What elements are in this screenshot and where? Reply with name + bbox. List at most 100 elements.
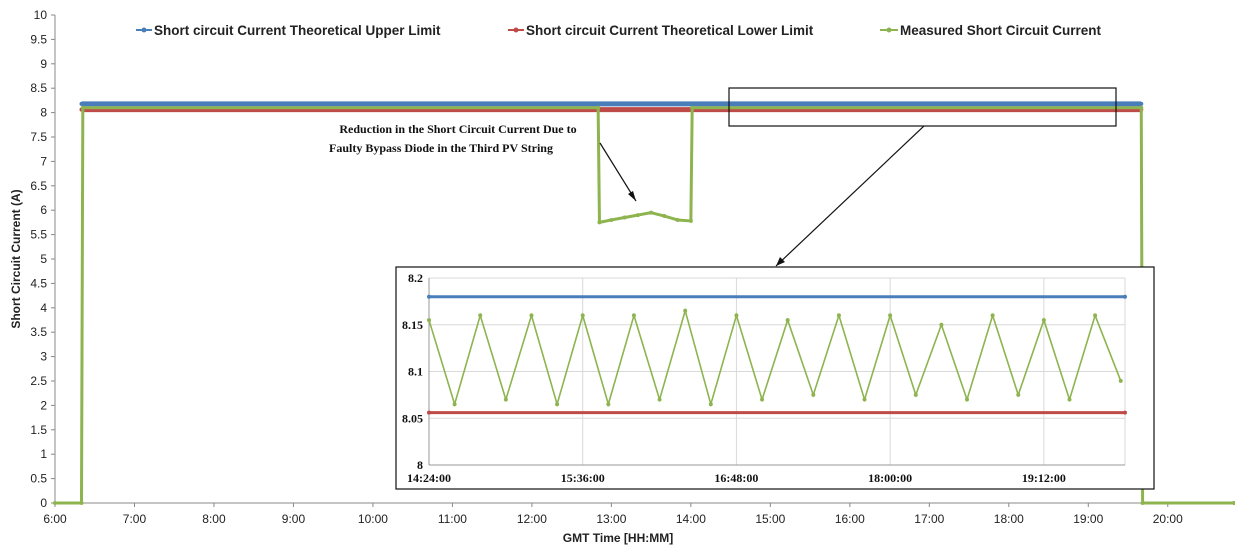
main-y-tick-label: 9.5 <box>30 32 47 46</box>
legend-marker-measured <box>886 27 892 33</box>
inset-x-tick-label: 15:36:00 <box>561 471 605 485</box>
main-x-tick-label: 10:00 <box>358 512 388 526</box>
inset-data-point-measured <box>452 402 457 407</box>
legend-item-lower: Short circuit Current Theoretical Lower … <box>508 23 814 38</box>
main-x-tick-label: 12:00 <box>517 512 547 526</box>
main-y-tick-label: 6.5 <box>30 179 47 193</box>
inset-data-point-measured <box>990 313 995 318</box>
main-x-tick-label: 18:00 <box>994 512 1024 526</box>
main-x-tick-label: 16:00 <box>835 512 865 526</box>
inset-data-point-measured <box>836 313 841 318</box>
data-point-upper <box>1139 101 1144 106</box>
main-y-tick-label: 4.5 <box>30 276 47 290</box>
data-point-measured <box>690 105 695 110</box>
data-point-upper <box>79 101 84 106</box>
inset-data-point-measured <box>811 392 816 397</box>
inset-data-point-measured <box>1093 313 1098 318</box>
main-y-tick-label: 7 <box>40 154 47 168</box>
data-point-measured <box>53 501 57 505</box>
main-y-tick-label: 9 <box>40 57 47 71</box>
zoom-connector-arrow <box>775 125 925 267</box>
main-y-tick-label: 2.5 <box>30 374 47 388</box>
inset-chart: 8 8.05 8.1 8.15 8.2 14:24:00 15:36:00 16:48:00… <box>395 266 1155 490</box>
main-plot-area <box>53 101 1235 505</box>
data-point-measured <box>675 217 680 222</box>
inset-data-point-measured <box>657 397 662 402</box>
main-x-tick-label: 19:00 <box>1073 512 1103 526</box>
main-y-tick-label: 0.5 <box>30 472 47 486</box>
inset-data-point-measured <box>888 313 893 318</box>
inset-data-point-measured <box>734 313 739 318</box>
data-point-measured <box>79 501 84 505</box>
main-y-tick-label: 3.5 <box>30 325 47 339</box>
inset-data-point-measured <box>965 397 970 402</box>
main-x-tick-label: 11:00 <box>438 512 467 526</box>
inset-x-tick-label: 14:24:00 <box>407 471 451 485</box>
main-y-tick-label: 1.5 <box>30 423 47 437</box>
data-point-measured <box>609 217 614 222</box>
annotation-arrow-head <box>628 191 636 201</box>
inset-data-point-measured <box>529 313 534 318</box>
legend-label-upper: Short circuit Current Theoretical Upper … <box>154 23 441 38</box>
inset-x-tick-label: 16:48:00 <box>714 471 758 485</box>
inset-y-tick-label: 8.05 <box>402 411 423 425</box>
inset-data-point-measured <box>1041 318 1046 323</box>
data-point-measured <box>1139 105 1144 110</box>
inset-data-point-upper <box>427 294 431 299</box>
data-point-measured <box>1232 501 1235 505</box>
main-x-tick-label: 17:00 <box>914 512 944 526</box>
inset-data-point-measured <box>785 318 790 323</box>
zoom-connector-arrow-head <box>776 257 785 266</box>
data-point-measured <box>688 218 693 223</box>
data-point-measured <box>622 215 627 220</box>
data-point-measured <box>1140 501 1145 505</box>
legend-marker-upper <box>141 27 147 33</box>
main-x-tick-label: 9:00 <box>282 512 306 526</box>
main-x-ticks: 6:00 7:00 8:00 9:00 10:00 11:00 12:00 13:00 14:0… <box>43 503 1183 526</box>
main-y-tick-label: 2 <box>40 398 47 412</box>
main-y-tick-label: 8.5 <box>30 81 47 95</box>
main-y-tick-label: 7.5 <box>30 130 47 144</box>
series-line-measured <box>55 106 1234 505</box>
inset-data-point-measured <box>1118 378 1123 383</box>
inset-data-point-measured <box>760 397 765 402</box>
inset-data-point-measured <box>939 322 944 327</box>
main-y-tick-label: 4 <box>40 301 47 315</box>
inset-data-point-lower <box>427 410 431 415</box>
data-point-measured <box>596 105 601 110</box>
main-y-tick-label: 5 <box>40 252 47 266</box>
legend: Short circuit Current Theoretical Upper … <box>136 23 1102 38</box>
inset-data-point-measured <box>427 318 431 323</box>
data-point-measured <box>649 210 654 215</box>
main-y-tick-label: 8 <box>40 106 47 120</box>
inset-series-line-measured <box>428 307 1122 408</box>
main-y-tick-label: 5.5 <box>30 228 47 242</box>
annotation-line-1: Reduction in the Short Circuit Current D… <box>339 122 576 136</box>
main-y-tick-label: 10 <box>34 8 48 22</box>
inset-y-ticks: 8 8.05 8.1 8.15 8.2 <box>402 271 423 472</box>
inset-data-point-measured <box>683 308 688 313</box>
inset-x-tick-label: 18:00:00 <box>868 471 912 485</box>
data-point-measured <box>662 214 667 219</box>
inset-y-tick-label: 8.1 <box>408 365 423 379</box>
main-x-tick-label: 14:00 <box>676 512 706 526</box>
main-x-tick-label: 7:00 <box>123 512 147 526</box>
legend-label-lower: Short circuit Current Theoretical Lower … <box>526 23 814 38</box>
main-y-ticks: 0 0.5 1 1.5 2 2.5 3 3.5 4 4.5 5 5.5 6 6.5 7 7.5 8 8.5 9 9.5… <box>30 8 55 510</box>
main-y-tick-label: 6 <box>40 203 47 217</box>
inset-data-point-measured <box>913 392 918 397</box>
fault-annotation: Reduction in the Short Circuit Current D… <box>329 122 637 202</box>
legend-item-measured: Measured Short Circuit Current <box>880 23 1102 38</box>
inset-data-point-measured <box>708 402 713 407</box>
inset-data-point-upper <box>1123 294 1127 299</box>
inset-x-tick-label: 19:12:00 <box>1022 471 1066 485</box>
inset-data-point-measured <box>862 397 867 402</box>
inset-data-point-lower <box>1123 410 1127 415</box>
inset-data-point-measured <box>580 313 585 318</box>
main-x-tick-label: 8:00 <box>202 512 226 526</box>
inset-data-point-measured <box>606 402 611 407</box>
inset-y-tick-label: 8.15 <box>402 318 423 332</box>
inset-y-tick-label: 8 <box>417 458 423 472</box>
main-x-tick-label: 13:00 <box>596 512 626 526</box>
